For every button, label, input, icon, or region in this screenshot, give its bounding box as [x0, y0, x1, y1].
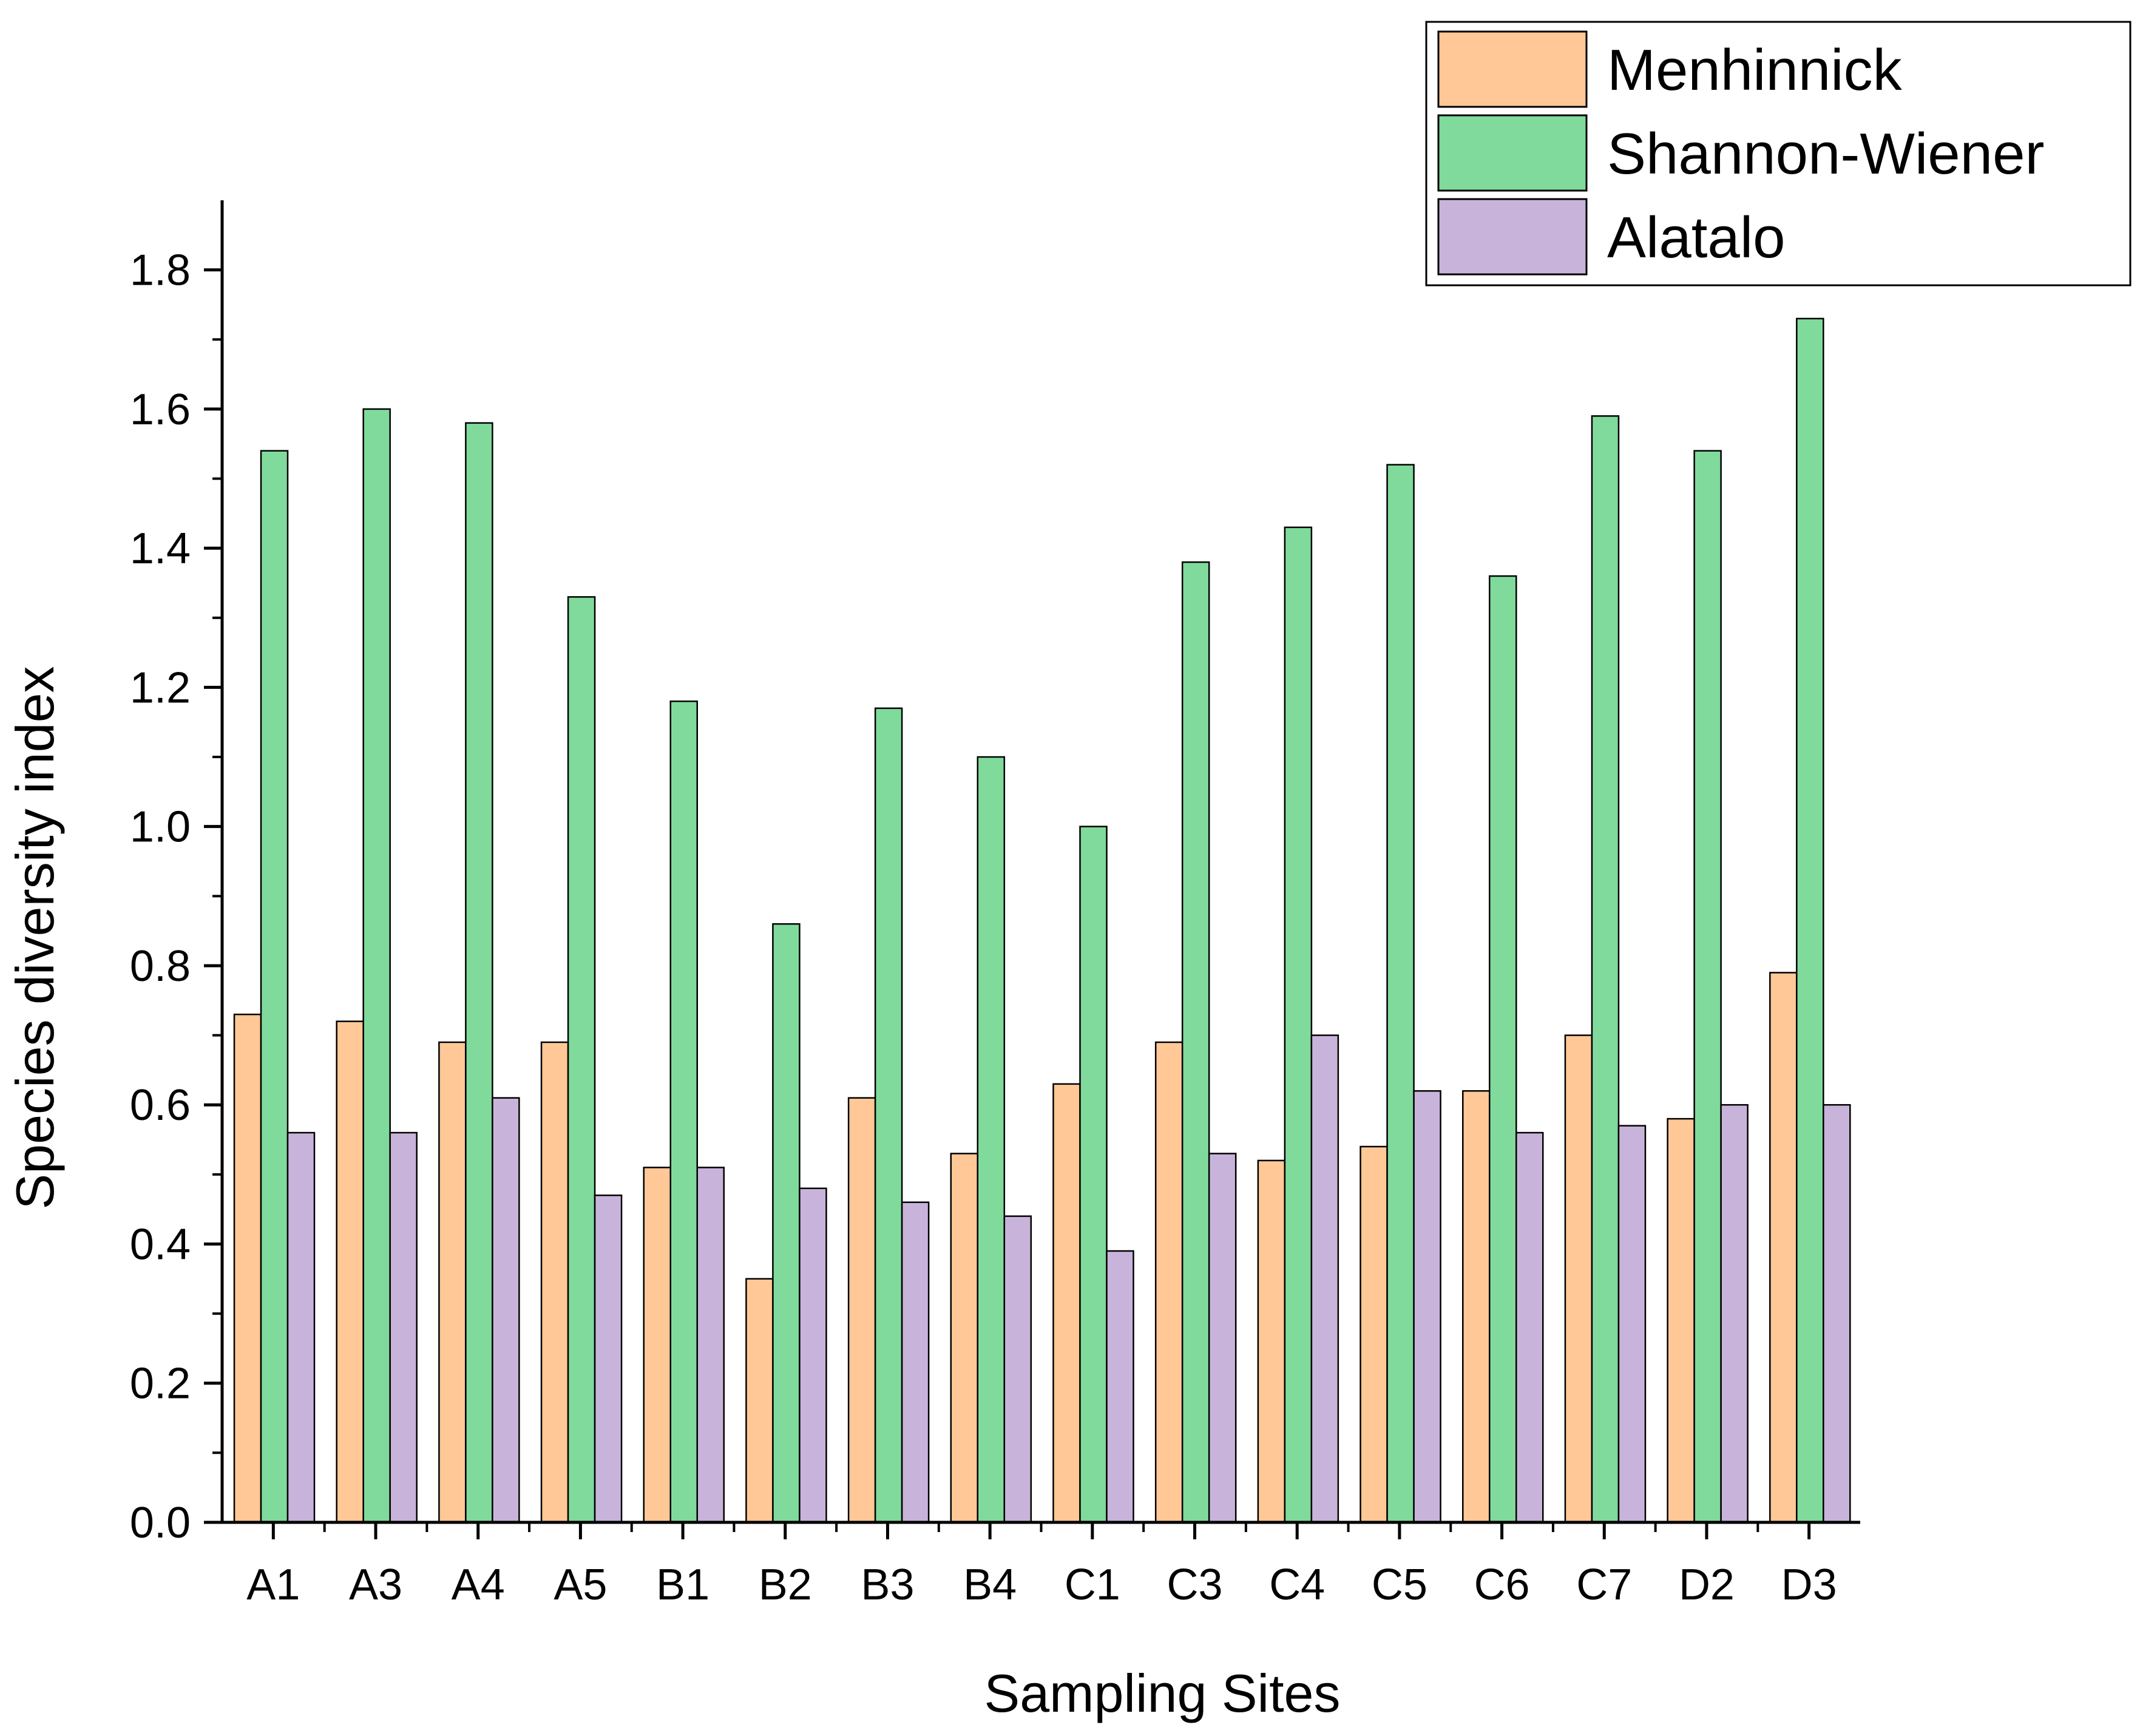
bar-alatalo-a4	[492, 1097, 520, 1524]
bar-alatalo-a3	[389, 1131, 418, 1524]
legend-label-alatalo: Alatalo	[1607, 205, 1786, 270]
y-tick-label: 1.8	[130, 246, 191, 295]
x-tick-label: B2	[759, 1561, 812, 1609]
bar-menhinnick-b3	[847, 1097, 876, 1524]
y-tick-label: 1.2	[130, 663, 191, 712]
bar-alatalo-c1	[1106, 1250, 1134, 1524]
x-tick-label: B3	[861, 1561, 914, 1609]
bar-menhinnick-c1	[1052, 1083, 1081, 1524]
bar-menhinnick-c6	[1462, 1090, 1491, 1524]
bar-alatalo-a5	[594, 1194, 623, 1524]
x-tick-label: A3	[349, 1561, 402, 1609]
x-axis-ticks: A1 A3 A4 A5 B1 B2 B3 B4 C1 C3 C4 C5 C6 C7 D2 D3	[246, 1522, 1837, 1609]
bar-shannon-wiener-c5	[1386, 464, 1415, 1524]
bar-shannon-wiener-b3	[874, 707, 903, 1524]
bar-menhinnick-a1	[233, 1013, 262, 1524]
legend-swatch-shannon-wiener	[1437, 114, 1588, 192]
bar-menhinnick-c5	[1360, 1145, 1388, 1524]
y-tick-label: 1.4	[130, 524, 191, 573]
bar-shannon-wiener-b2	[772, 923, 801, 1524]
bar-menhinnick-b2	[745, 1278, 774, 1524]
bar-alatalo-c3	[1208, 1153, 1237, 1524]
bar-alatalo-a1	[286, 1131, 316, 1524]
bar-menhinnick-a4	[438, 1041, 467, 1524]
legend-label-shannon-wiener: Shannon-Wiener	[1607, 121, 2044, 186]
y-axis-ticks: 0.0 0.2 0.4 0.6 0.8 1.0 1.2 1.4 1.6 1.8	[130, 246, 222, 1547]
bar-shannon-wiener-c4	[1284, 526, 1313, 1524]
y-tick-label: 0.0	[130, 1499, 191, 1547]
x-tick-label: B1	[656, 1561, 709, 1609]
bar-menhinnick-b4	[950, 1153, 979, 1524]
bar-shannon-wiener-c3	[1181, 561, 1210, 1524]
bar-shannon-wiener-c1	[1079, 826, 1108, 1524]
plot-area: 0.0 0.2 0.4 0.6 0.8 1.0 1.2 1.4 1.6 1.8 A1 A3 A4 A5 B…	[130, 200, 1860, 1609]
bar-shannon-wiener-b4	[977, 756, 1006, 1524]
bar-alatalo-c5	[1413, 1090, 1441, 1524]
y-tick-label: 1.0	[130, 803, 191, 852]
x-tick-label: D2	[1679, 1561, 1735, 1609]
bar-shannon-wiener-d2	[1693, 450, 1722, 1524]
bar-menhinnick-c7	[1564, 1034, 1593, 1524]
x-axis-title: Sampling Sites	[984, 1663, 1341, 1723]
x-tick-label: C1	[1065, 1561, 1120, 1609]
legend-swatch-alatalo	[1437, 198, 1588, 276]
bar-menhinnick-c3	[1154, 1041, 1183, 1524]
bar-menhinnick-d3	[1769, 972, 1798, 1524]
y-tick-label: 0.4	[130, 1220, 191, 1269]
x-tick-label: C5	[1372, 1561, 1427, 1609]
bar-alatalo-c7	[1617, 1125, 1647, 1524]
bar-alatalo-b1	[696, 1167, 725, 1524]
x-tick-label: C3	[1167, 1561, 1223, 1609]
x-tick-label: A1	[246, 1561, 300, 1609]
bar-alatalo-b4	[1003, 1215, 1032, 1524]
y-axis-title: Species diversity index	[5, 666, 65, 1209]
y-tick-label: 0.8	[130, 942, 191, 991]
bar-alatalo-b3	[901, 1201, 930, 1524]
bar-menhinnick-a3	[336, 1020, 364, 1524]
bar-menhinnick-c4	[1257, 1159, 1286, 1524]
legend-label-menhinnick: Menhinnick	[1607, 38, 1903, 103]
bar-shannon-wiener-c7	[1591, 415, 1620, 1524]
bar-alatalo-d2	[1720, 1104, 1749, 1524]
bar-alatalo-d3	[1823, 1104, 1851, 1524]
bar-menhinnick-a5	[540, 1041, 569, 1524]
bar-shannon-wiener-a1	[260, 450, 289, 1524]
bar-shannon-wiener-c6	[1489, 575, 1517, 1524]
x-tick-label: B4	[963, 1561, 1017, 1609]
y-tick-label: 1.6	[130, 385, 191, 434]
x-tick-label: C6	[1474, 1561, 1530, 1609]
legend: Menhinnick Shannon-Wiener Alatalo	[1425, 21, 2132, 287]
bar-alatalo-c6	[1515, 1131, 1544, 1524]
y-tick-label: 0.6	[130, 1081, 191, 1130]
bars-group	[233, 317, 1851, 1524]
legend-swatch-menhinnick	[1437, 30, 1588, 108]
bar-shannon-wiener-a5	[567, 596, 596, 1524]
x-tick-label: D3	[1781, 1561, 1837, 1609]
x-tick-label: A4	[452, 1561, 505, 1609]
bar-shannon-wiener-a4	[465, 422, 493, 1524]
bar-menhinnick-d2	[1667, 1117, 1695, 1524]
x-tick-label: C7	[1576, 1561, 1632, 1609]
bar-alatalo-b2	[799, 1187, 827, 1524]
y-tick-label: 0.2	[130, 1360, 191, 1408]
bar-shannon-wiener-b1	[669, 700, 698, 1524]
bar-shannon-wiener-d3	[1796, 317, 1824, 1524]
x-tick-label: C4	[1269, 1561, 1325, 1609]
bar-shannon-wiener-a3	[362, 408, 391, 1524]
x-tick-label: A5	[554, 1561, 607, 1609]
bar-alatalo-c4	[1310, 1034, 1339, 1524]
bar-menhinnick-b1	[643, 1167, 671, 1524]
